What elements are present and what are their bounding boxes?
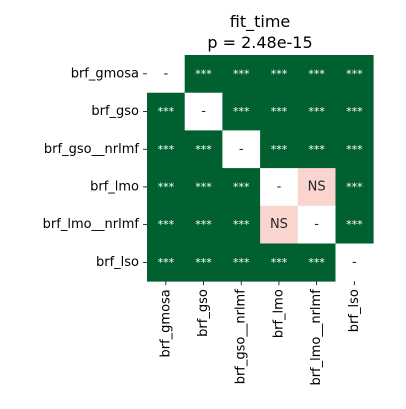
heatmap-cell xyxy=(297,243,336,282)
cell-label: *** xyxy=(195,143,212,156)
cell-label: *** xyxy=(271,256,288,269)
cell-label: - xyxy=(277,179,282,194)
cell-label: *** xyxy=(308,256,325,269)
heatmap-cell xyxy=(147,92,186,131)
heatmap-cell xyxy=(297,55,336,94)
cell-label: *** xyxy=(346,67,363,80)
y-tick-label: brf_gso__nrlmf xyxy=(44,142,140,157)
heatmap-cell xyxy=(222,130,261,169)
heatmap-cell xyxy=(184,205,223,244)
cell-label: *** xyxy=(308,143,325,156)
x-tick-label: brf_gmosa xyxy=(158,289,173,357)
y-tick-label: brf_lmo__nrlmf xyxy=(43,217,140,232)
heatmap-cell xyxy=(147,168,186,207)
cell-label: *** xyxy=(158,218,175,231)
cell-label: NS xyxy=(308,179,326,194)
cell-label: *** xyxy=(233,256,250,269)
cell-label: *** xyxy=(308,67,325,80)
x-tick-label: brf_gso xyxy=(196,289,211,337)
heatmap-cell xyxy=(222,243,261,282)
heatmap-cell xyxy=(297,205,336,244)
cell-label: - xyxy=(163,66,168,81)
heatmap-cell xyxy=(335,92,374,131)
cell-label: *** xyxy=(233,105,250,118)
cell-label: *** xyxy=(195,180,212,193)
cell-label: *** xyxy=(158,256,175,269)
cell-label: *** xyxy=(271,105,288,118)
x-tick-label: brf_lso xyxy=(347,289,362,332)
heatmap-cell xyxy=(260,92,299,131)
chart-title: fit_time xyxy=(229,12,291,31)
heatmap-cell xyxy=(297,92,336,131)
cell-label: *** xyxy=(346,180,363,193)
heatmap-cell xyxy=(260,243,299,282)
heatmap-cell xyxy=(335,55,374,94)
heatmap-cell xyxy=(260,55,299,94)
heatmap-cell xyxy=(184,130,223,169)
heatmap-cell xyxy=(335,130,374,169)
y-tick-label: brf_gmosa xyxy=(71,66,139,81)
x-tick-label: brf_gso__nrlmf xyxy=(234,289,249,385)
cell-label: *** xyxy=(346,143,363,156)
chart-subtitle: p = 2.48e-15 xyxy=(207,33,313,52)
cell-label: - xyxy=(201,104,206,119)
cell-label: *** xyxy=(271,143,288,156)
heatmap-cell xyxy=(147,243,186,282)
heatmap-cell xyxy=(184,168,223,207)
heatmap-cell xyxy=(260,168,299,207)
cell-label: - xyxy=(239,142,244,157)
cell-label: *** xyxy=(158,180,175,193)
heatmap-cell xyxy=(184,55,223,94)
heatmap-cell xyxy=(147,130,186,169)
heatmap-cell xyxy=(260,130,299,169)
heatmap-cell xyxy=(222,92,261,131)
cell-label: *** xyxy=(158,143,175,156)
cell-label: *** xyxy=(233,180,250,193)
heatmap-cell xyxy=(335,205,374,244)
y-tick-label: brf_lso xyxy=(96,255,139,270)
cell-label: *** xyxy=(308,105,325,118)
heatmap-cell xyxy=(260,205,299,244)
heatmap-cell xyxy=(147,205,186,244)
cell-label: *** xyxy=(233,218,250,231)
cell-label: *** xyxy=(158,105,175,118)
heatmap-cell xyxy=(222,168,261,207)
y-tick-label: brf_gso xyxy=(91,104,139,119)
y-tick-label: brf_lmo xyxy=(90,179,139,194)
heatmap-cell xyxy=(297,130,336,169)
heatmap-cell xyxy=(184,92,223,131)
x-tick-label: brf_lmo__nrlmf xyxy=(309,289,324,386)
cell-label: - xyxy=(352,255,357,270)
cell-label: *** xyxy=(346,105,363,118)
heatmap-cell xyxy=(335,243,374,282)
heatmap-cell xyxy=(147,55,186,94)
heatmap-cell xyxy=(335,168,374,207)
heatmap-cell xyxy=(297,168,336,207)
heatmap-cell xyxy=(184,243,223,282)
heatmap-cell xyxy=(222,55,261,94)
cell-label: *** xyxy=(195,218,212,231)
cell-label: *** xyxy=(271,67,288,80)
cell-label: *** xyxy=(346,218,363,231)
cell-label: - xyxy=(314,217,319,232)
heatmap-cell xyxy=(222,205,261,244)
cell-label: NS xyxy=(270,217,288,232)
x-tick-label: brf_lmo xyxy=(271,289,286,338)
cell-label: *** xyxy=(233,67,250,80)
cell-label: *** xyxy=(195,67,212,80)
cell-label: *** xyxy=(195,256,212,269)
